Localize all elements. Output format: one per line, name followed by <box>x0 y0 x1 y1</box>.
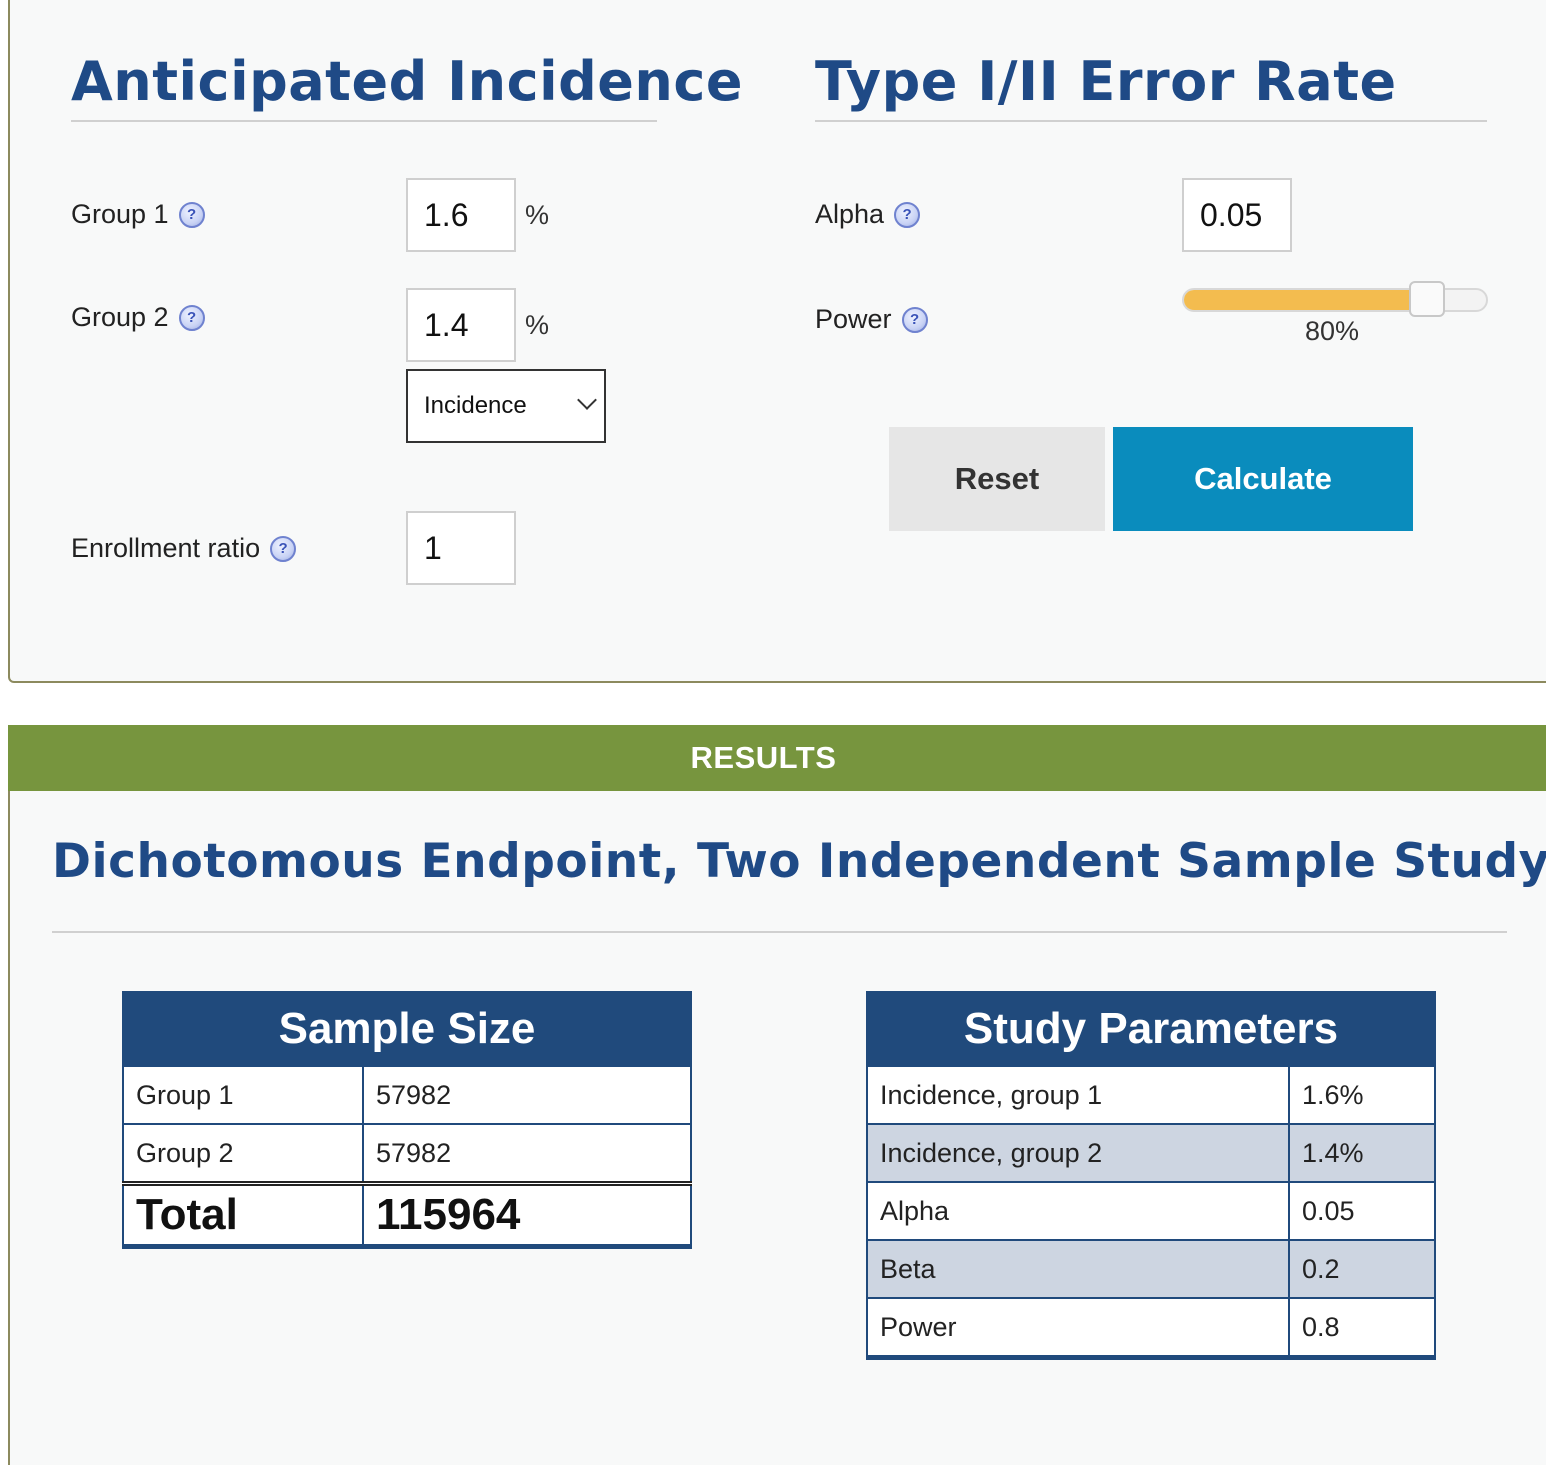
anticipated-incidence-heading: Anticipated Incidence <box>71 50 743 113</box>
param-value: 1.4% <box>1288 1123 1436 1183</box>
param-value: 1.6% <box>1288 1065 1436 1125</box>
power-label-row: Power ? <box>815 304 928 335</box>
table-row: Incidence, group 1 1.6% <box>866 1065 1436 1125</box>
power-slider-handle[interactable] <box>1409 281 1445 317</box>
param-label: Incidence, group 2 <box>866 1123 1290 1183</box>
power-value: 80% <box>1305 316 1360 346</box>
param-label: Beta <box>866 1239 1290 1299</box>
power-label: Power <box>815 304 892 334</box>
row-label: Group 2 <box>122 1123 364 1185</box>
alpha-label-row: Alpha ? <box>815 199 921 230</box>
param-label: Incidence, group 1 <box>866 1065 1290 1125</box>
param-value: 0.05 <box>1288 1181 1436 1241</box>
param-value: 0.8 <box>1288 1297 1436 1360</box>
input-panel <box>8 0 1546 683</box>
study-parameters-title: Study Parameters <box>866 991 1436 1067</box>
alpha-input[interactable]: 0.05 <box>1182 178 1292 252</box>
incidence-type-select-value: Incidence <box>424 392 527 419</box>
param-label: Power <box>866 1297 1290 1360</box>
reset-button[interactable]: Reset <box>889 427 1105 531</box>
enrollment-label-row: Enrollment ratio ? <box>71 533 297 564</box>
results-banner-label: RESULTS <box>690 740 837 775</box>
row-label: Group 1 <box>122 1065 364 1125</box>
table-row: Beta 0.2 <box>866 1239 1436 1299</box>
help-icon[interactable]: ? <box>178 304 205 331</box>
results-title: Dichotomous Endpoint, Two Independent Sa… <box>52 834 1546 889</box>
group1-unit: % <box>525 200 550 230</box>
table-row: Incidence, group 2 1.4% <box>866 1123 1436 1183</box>
sample-size-table: Sample Size Group 1 57982 Group 2 57982 … <box>122 991 692 1249</box>
group2-incidence-input[interactable]: 1.4 <box>406 288 516 362</box>
incidence-type-select[interactable]: Incidence <box>406 369 606 443</box>
group1-label-row: Group 1 ? <box>71 199 205 230</box>
row-value: 57982 <box>362 1123 692 1185</box>
enrollment-ratio-input[interactable]: 1 <box>406 511 516 585</box>
help-icon[interactable]: ? <box>270 535 297 562</box>
group1-label: Group 1 <box>71 199 169 229</box>
enrollment-ratio-label: Enrollment ratio <box>71 533 261 563</box>
error-rate-heading: Type I/II Error Rate <box>815 50 1397 113</box>
study-parameters-table: Study Parameters Incidence, group 1 1.6%… <box>866 991 1436 1360</box>
param-value: 0.2 <box>1288 1239 1436 1299</box>
table-row: Group 2 57982 <box>122 1123 692 1185</box>
group2-label: Group 2 <box>71 302 169 332</box>
group2-label-row: Group 2 ? <box>71 302 205 333</box>
divider <box>71 120 657 122</box>
table-row: Alpha 0.05 <box>866 1181 1436 1241</box>
table-row: Power 0.8 <box>866 1297 1436 1360</box>
divider <box>52 931 1507 933</box>
results-banner: RESULTS <box>8 725 1546 791</box>
sample-size-title: Sample Size <box>122 991 692 1067</box>
calculate-button[interactable]: Calculate <box>1113 427 1413 531</box>
total-row: Total 115964 <box>122 1181 692 1249</box>
power-slider-fill <box>1184 290 1429 310</box>
row-value: 57982 <box>362 1065 692 1125</box>
table-row: Group 1 57982 <box>122 1065 692 1125</box>
total-value: 115964 <box>362 1181 692 1249</box>
help-icon[interactable]: ? <box>894 201 921 228</box>
group1-incidence-input[interactable]: 1.6 <box>406 178 516 252</box>
help-icon[interactable]: ? <box>178 201 205 228</box>
help-icon[interactable]: ? <box>901 306 928 333</box>
alpha-label: Alpha <box>815 199 885 229</box>
group2-unit: % <box>525 310 550 340</box>
param-label: Alpha <box>866 1181 1290 1241</box>
total-label: Total <box>122 1181 364 1249</box>
divider <box>815 120 1487 122</box>
chevron-down-icon <box>577 390 597 410</box>
